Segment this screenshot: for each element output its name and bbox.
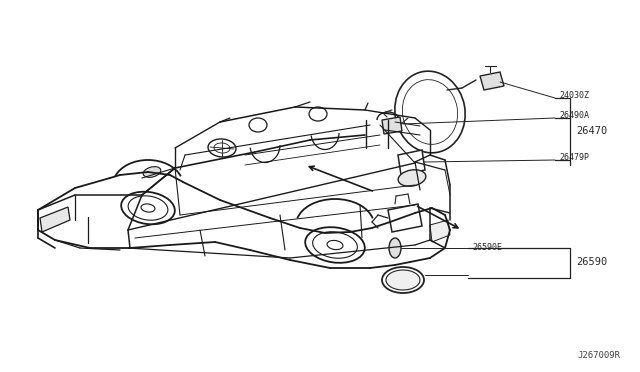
Polygon shape <box>382 117 402 134</box>
Polygon shape <box>40 207 70 232</box>
Ellipse shape <box>398 170 426 186</box>
Ellipse shape <box>389 238 401 258</box>
Polygon shape <box>430 220 450 242</box>
Text: J267009R: J267009R <box>577 350 620 359</box>
Text: 26479P: 26479P <box>559 154 589 163</box>
Text: 26490A: 26490A <box>559 112 589 121</box>
Text: 26470: 26470 <box>576 126 607 136</box>
Polygon shape <box>398 150 425 175</box>
Polygon shape <box>480 72 504 90</box>
Text: 24030Z: 24030Z <box>559 90 589 99</box>
Ellipse shape <box>386 270 420 290</box>
Text: 26590E: 26590E <box>472 244 502 253</box>
Text: 26590: 26590 <box>576 257 607 267</box>
Ellipse shape <box>143 167 161 177</box>
Polygon shape <box>388 204 422 232</box>
